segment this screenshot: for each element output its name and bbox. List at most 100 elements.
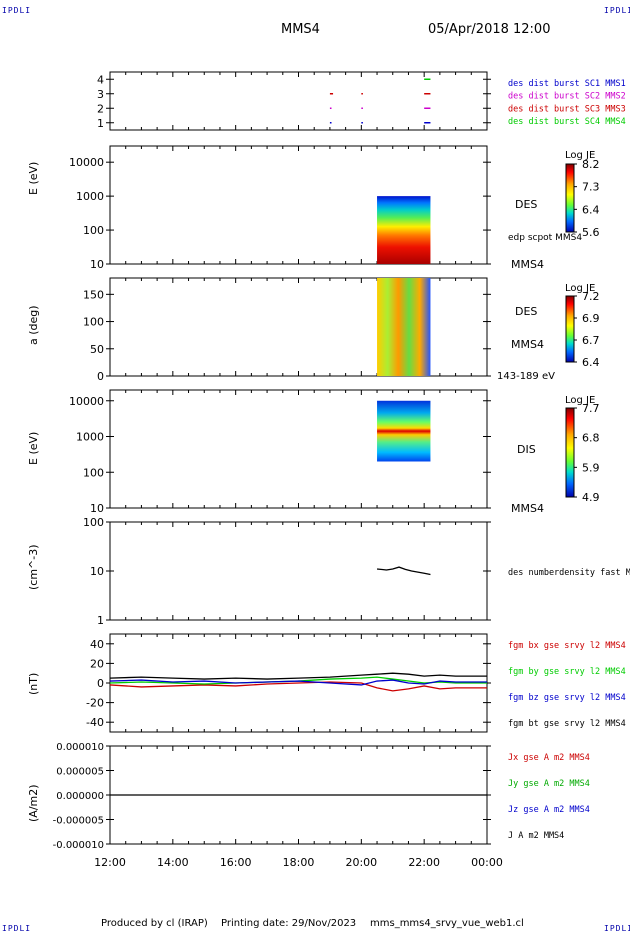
header-spacecraft: MMS4 [281, 22, 320, 37]
legend-entry: Jz gse A m2 MMS4 [508, 805, 590, 815]
colorbar-tick-label: 7.7 [582, 402, 600, 415]
corner-logo-top-left: IPDLI [2, 6, 32, 15]
dis-energy-bottom-label: MMS4 [511, 502, 544, 515]
x-tick-label: 16:00 [220, 856, 252, 869]
y-tick-label: 1 [97, 614, 104, 627]
footer-produced-by: Produced by cl (IRAP) [101, 918, 208, 929]
corner-logo-bottom-left: IPDLI [2, 924, 32, 933]
y-tick-label: 20 [90, 657, 104, 670]
colorbar-tick-label: 6.9 [582, 312, 600, 325]
ylabel-dis-energy: E (eV) [27, 431, 40, 465]
colorbar-tick-label: 7.3 [582, 181, 600, 194]
heatmap-block [377, 400, 431, 462]
y-tick-label: 100 [83, 224, 104, 237]
y-tick-label: 150 [83, 288, 104, 301]
y-tick-label: 1000 [76, 190, 104, 203]
legend-entry: des dist burst SC1 MMS1 [508, 79, 626, 89]
colorbar-tick-label: 6.4 [582, 203, 600, 216]
ylabel-des-energy: E (eV) [27, 161, 40, 195]
colorbar-tick-label: 6.7 [582, 334, 600, 347]
des-energy-bottom-label: MMS4 [511, 258, 544, 271]
y-tick-label: 0.000000 [56, 791, 104, 802]
colorbar-tick-label: 6.4 [582, 356, 600, 369]
colorbar-tick-label: 5.9 [582, 461, 600, 474]
panel-frame [109, 71, 488, 131]
legend-entry: fgm bx gse srvy l2 MMS4 [508, 641, 626, 651]
series-line [109, 681, 487, 692]
series-line [376, 566, 431, 576]
colorbar-tick-label: 8.2 [582, 158, 600, 171]
series-line [109, 672, 487, 680]
ylabel-magnetic-field: (nT) [27, 672, 40, 695]
y-tick-label: 10 [90, 565, 104, 578]
legend-entry: Jx gse A m2 MMS4 [508, 753, 590, 763]
colorbar [565, 295, 575, 363]
colorbar-des-pitch-title: Log JE [565, 283, 596, 294]
ylabel-current-density: (A/m2) [27, 784, 40, 822]
y-tick-label: 0.000005 [56, 767, 104, 778]
colorbar-tick-label: 4.9 [582, 491, 600, 504]
header-datetime: 05/Apr/2018 12:00 [428, 22, 551, 37]
heatmap-block [377, 278, 431, 376]
panel-frame [109, 521, 488, 621]
x-tick-label: 18:00 [283, 856, 315, 869]
y-tick-label: 0 [97, 677, 104, 690]
ylabel-des-pitch: a (deg) [27, 305, 40, 345]
x-tick-label: 14:00 [157, 856, 189, 869]
y-tick-label: 100 [83, 516, 104, 529]
colorbar-tick-label: 6.8 [582, 432, 600, 445]
y-tick-label: 10 [90, 502, 104, 515]
legend-entry: fgm bz gse srvy l2 MMS4 [508, 693, 626, 703]
legend-entry: des dist burst SC2 MMS2 [508, 92, 626, 102]
des-energy-annotation: edp scpot MMS4 [508, 233, 583, 243]
des-energy-label: DES [515, 198, 538, 211]
y-tick-label: -0.000010 [53, 840, 104, 851]
corner-logo-top-right: IPDLI [604, 6, 630, 15]
y-tick-label: 2 [97, 102, 104, 115]
legend-entry: des numberdensity fast M [508, 568, 630, 578]
panel-frame [109, 277, 488, 377]
y-tick-label: 100 [83, 466, 104, 479]
colorbar [565, 407, 575, 498]
legend-entry: des dist burst SC3 MMS3 [508, 104, 626, 114]
y-tick-label: 10000 [69, 395, 104, 408]
y-tick-label: 3 [97, 88, 104, 101]
y-tick-label: -20 [86, 697, 104, 710]
footer-product: mms_mms4_srvy_vue_web1.cl [370, 918, 524, 929]
legend-entry: fgm by gse srvy l2 MMS4 [508, 667, 626, 677]
des-pitch-bottom-label: 143-189 eV [497, 371, 555, 382]
x-tick-label: 00:00 [471, 856, 503, 869]
colorbar-dis-energy-title: Log JE [565, 395, 596, 406]
series-line [109, 679, 487, 686]
y-tick-label: 50 [90, 343, 104, 356]
y-tick-label: -0.000005 [53, 816, 104, 827]
x-tick-label: 20:00 [345, 856, 377, 869]
colorbar-tick-label: 5.6 [582, 226, 600, 239]
legend-entry: J A m2 MMS4 [508, 831, 564, 841]
corner-logo-bottom-right: IPDLI [604, 924, 630, 933]
des-pitch-label: DES [515, 305, 538, 318]
heatmap-block [377, 196, 431, 264]
colorbar [565, 163, 575, 233]
y-tick-label: 10 [90, 258, 104, 271]
y-tick-label: 10000 [69, 156, 104, 169]
y-tick-label: 4 [97, 73, 104, 86]
y-tick-label: 1000 [76, 431, 104, 444]
x-tick-label: 12:00 [94, 856, 126, 869]
footer-printing-date: Printing date: 29/Nov/2023 [221, 918, 357, 929]
panel-frame [109, 145, 488, 265]
des-pitch-label-2: MMS4 [511, 338, 544, 351]
ylabel-density: (cm^-3) [27, 544, 40, 590]
legend-entry: fgm bt gse srvy l2 MMS4 [508, 719, 626, 729]
dis-energy-label: DIS [517, 443, 536, 456]
legend-entry: Jy gse A m2 MMS4 [508, 779, 590, 789]
y-tick-label: -40 [86, 716, 104, 729]
y-tick-label: 0 [97, 370, 104, 383]
x-tick-label: 22:00 [408, 856, 440, 869]
colorbar-des-energy-title: Log JE [565, 150, 596, 161]
y-tick-label: 1 [97, 117, 104, 130]
legend-entry: des dist burst SC4 MMS4 [508, 117, 626, 127]
y-tick-label: 40 [90, 638, 104, 651]
y-tick-label: 0.000010 [56, 742, 104, 753]
